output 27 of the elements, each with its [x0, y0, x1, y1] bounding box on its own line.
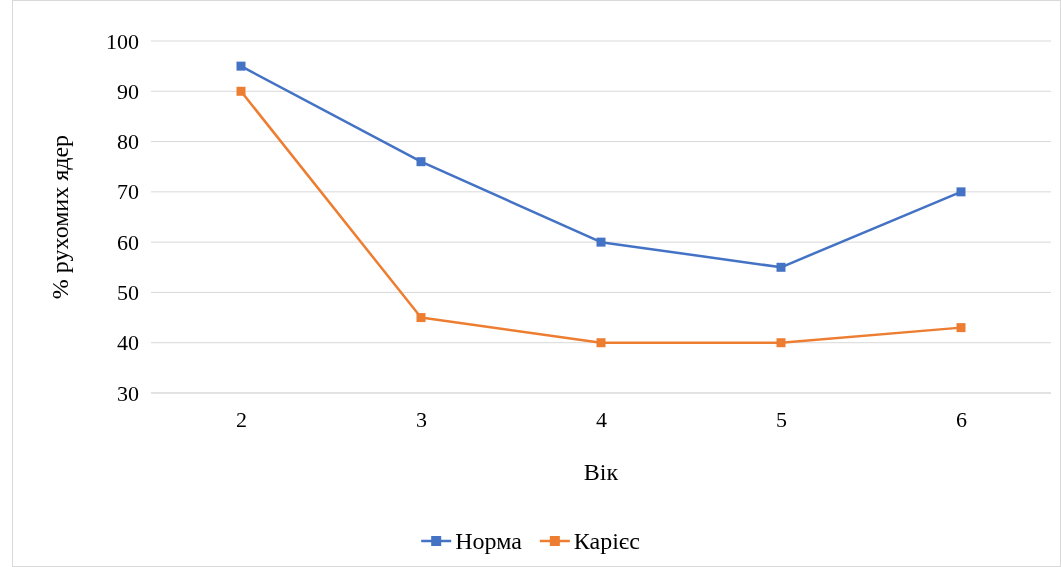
y-tick-label: 100 — [106, 28, 139, 54]
point — [416, 157, 426, 167]
x-tick-label: 6 — [956, 406, 967, 432]
legend-label: Норма — [455, 528, 523, 554]
point — [956, 187, 966, 197]
x-tick-label: 4 — [596, 406, 607, 432]
y-tick-label: 30 — [117, 380, 139, 406]
point — [596, 338, 606, 348]
point — [236, 86, 246, 96]
point — [956, 323, 966, 333]
legend-label: Карієс — [573, 528, 640, 554]
y-tick-label: 50 — [117, 279, 139, 305]
x-tick-label: 2 — [236, 406, 247, 432]
x-tick-label: 5 — [776, 406, 787, 432]
y-tick-label: 70 — [117, 179, 139, 205]
y-tick-label: 60 — [117, 229, 139, 255]
x-axis-title: Вік — [583, 459, 619, 485]
y-axis-title: % рухомих ядер — [47, 134, 73, 300]
point — [416, 313, 426, 323]
y-tick-label: 90 — [117, 78, 139, 104]
point — [776, 262, 786, 272]
y-tick-label: 80 — [117, 129, 139, 155]
y-tick-label: 40 — [117, 330, 139, 356]
point — [236, 61, 246, 71]
point — [596, 237, 606, 247]
x-tick-label: 3 — [416, 406, 427, 432]
point — [776, 338, 786, 348]
